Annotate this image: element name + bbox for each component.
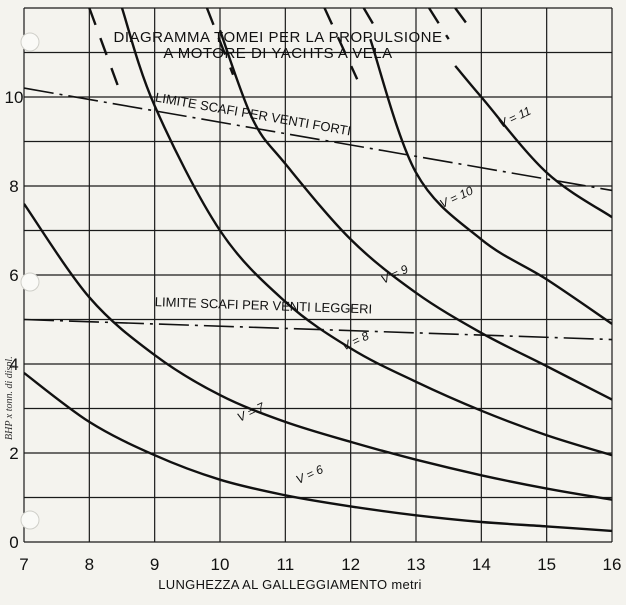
x-tick-label-9: 16 [603,555,622,574]
series-line-4 [369,38,612,325]
upper-dash-1 [205,8,235,76]
series-label-0: V = 6 [294,462,326,487]
limit-line-1 [23,318,613,341]
x-tick-label-4: 11 [277,555,295,574]
upper-dash-5 [454,8,470,27]
y-tick-label-2: 4 [9,355,18,374]
y-tick-label-5: 10 [5,88,24,107]
x-axis-label: LUNGHEZZA AL GALLEGGIAMENTO metri [158,577,421,592]
series-line-0 [24,371,612,533]
series-label-4: V = 10 [437,183,475,211]
x-tick-label-3: 10 [211,555,230,574]
series-line-5 [454,65,612,219]
series-group [24,8,612,533]
upper-dash-4 [428,8,450,40]
upper-dash-2 [323,8,359,80]
y-tick-label-4: 8 [9,177,18,196]
y-tick-label-1: 2 [9,444,18,463]
y-tick-label-0: 0 [9,533,18,552]
series-line-1 [24,203,612,501]
limit-line-0 [23,87,613,192]
x-tick-label-8: 15 [537,555,556,574]
y-axis-label: BHP x tonn. di displ. [4,356,15,440]
x-tick-label-2: 9 [150,555,159,574]
x-tick-label-5: 12 [341,555,360,574]
x-tick-label-0: 7 [19,555,28,574]
series-line-2 [120,8,612,457]
upper-dash-0 [88,8,124,98]
series-line-3 [218,29,612,401]
series-label-2: V = 8 [339,329,371,354]
chart-title-line-1: DIAGRAMMA TOMEI PER LA PROPULSIONE [113,29,442,46]
series-label-5: V = 11 [496,104,533,131]
limit-line-label-1: LIMITE SCAFI PER VENTI LEGGERI [155,294,373,316]
x-tick-label-7: 14 [472,555,491,574]
punch-hole-1 [20,32,40,52]
upper-dash-3 [362,8,378,31]
punch-hole-2 [20,272,40,292]
grid [23,7,613,543]
x-tick-label-1: 8 [85,555,94,574]
x-tick-label-6: 13 [407,555,426,574]
y-tick-label-3: 6 [9,266,18,285]
axis-ticks: 7 8 9 10 11 12 13 14 15 16 0 2 4 6 8 10 [5,88,622,574]
punch-hole-3 [20,510,40,530]
series-label-3: V = 9 [379,262,411,287]
chart-title-line-2: A MOTORE DI YACHTS A VELA [163,45,392,62]
